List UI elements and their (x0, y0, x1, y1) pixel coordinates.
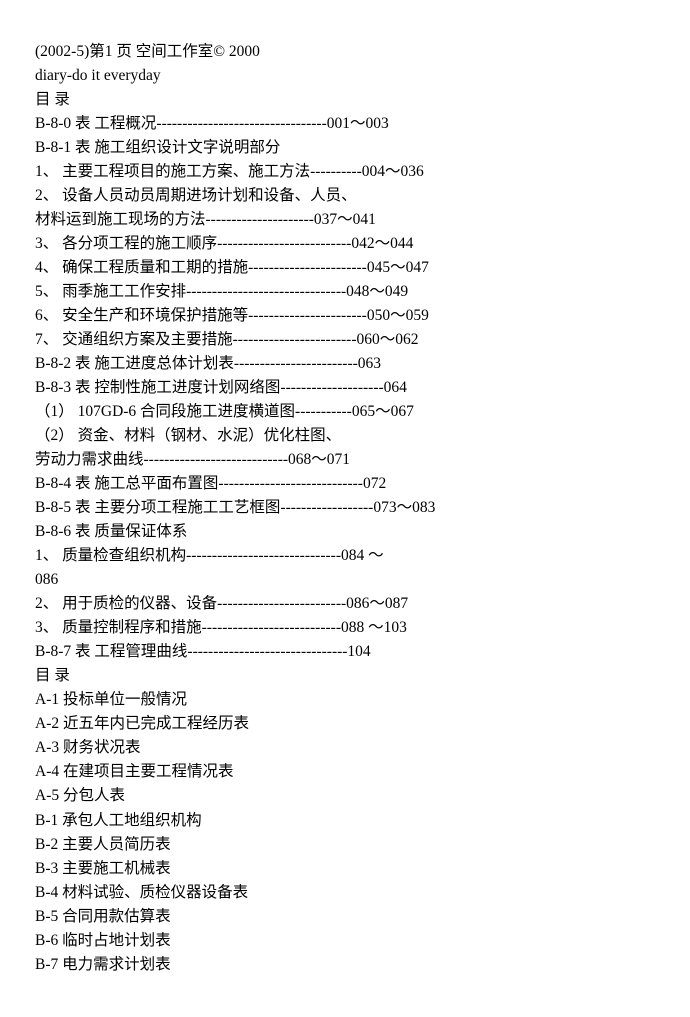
toc-line: B-8-6 表 质量保证体系 (35, 520, 655, 544)
toc-line: 7、 交通组织方案及主要措施------------------------06… (35, 328, 655, 352)
toc-line: 1、 主要工程项目的施工方案、施工方法----------004～036 (35, 160, 655, 184)
toc-line: 6、 安全生产和环境保护措施等-----------------------05… (35, 304, 655, 328)
toc-line: B-8-3 表 控制性施工进度计划网络图--------------------… (35, 376, 655, 400)
list-item: B-6 临时占地计划表 (35, 929, 655, 953)
toc-line: 2、 设备人员动员周期进场计划和设备、人员、 (35, 184, 655, 208)
list-item: A-2 近五年内已完成工程经历表 (35, 712, 655, 736)
list-item: A-3 财务状况表 (35, 736, 655, 760)
list-item: B-1 承包人工地组织机构 (35, 809, 655, 833)
toc-line: （1） 107GD-6 合同段施工进度横道图-----------065～067 (35, 400, 655, 424)
toc-line: B-8-4 表 施工总平面布置图------------------------… (35, 472, 655, 496)
list-item: B-3 主要施工机械表 (35, 857, 655, 881)
header-line-1: (2002-5)第1 页 空间工作室© 2000 (35, 40, 655, 64)
toc-line: 3、 质量控制程序和措施---------------------------0… (35, 616, 655, 640)
toc-line: 4、 确保工程质量和工期的措施-----------------------04… (35, 256, 655, 280)
toc-line: B-8-5 表 主要分项工程施工工艺框图------------------07… (35, 496, 655, 520)
toc-title: 目 录 (35, 88, 655, 112)
header-line-2: diary-do it everyday (35, 64, 655, 88)
toc-line: 1、 质量检查组织机构-----------------------------… (35, 544, 655, 568)
toc-line: B-8-2 表 施工进度总体计划表-----------------------… (35, 352, 655, 376)
list-item: B-5 合同用款估算表 (35, 905, 655, 929)
toc-line: 材料运到施工现场的方法---------------------037～041 (35, 208, 655, 232)
list-item: B-4 材料试验、质检仪器设备表 (35, 881, 655, 905)
toc-title-2: 目 录 (35, 664, 655, 688)
toc-line: B-8-7 表 工程管理曲线--------------------------… (35, 640, 655, 664)
list-item: A-1 投标单位一般情况 (35, 688, 655, 712)
toc-line: 086 (35, 568, 655, 592)
toc-line: 2、 用于质检的仪器、设备-------------------------08… (35, 592, 655, 616)
toc-line: 3、 各分项工程的施工顺序--------------------------0… (35, 232, 655, 256)
list-item: A-4 在建项目主要工程情况表 (35, 760, 655, 784)
toc-line: （2） 资金、材料（钢材、水泥）优化柱图、 (35, 424, 655, 448)
list-item: B-2 主要人员简历表 (35, 833, 655, 857)
toc-line: B-8-1 表 施工组织设计文字说明部分 (35, 136, 655, 160)
list-item: A-5 分包人表 (35, 784, 655, 808)
toc-line: 劳动力需求曲线----------------------------068～0… (35, 448, 655, 472)
toc-line: 5、 雨季施工工作安排-----------------------------… (35, 280, 655, 304)
list-item: B-7 电力需求计划表 (35, 953, 655, 977)
toc-line: B-8-0 表 工程概况----------------------------… (35, 112, 655, 136)
